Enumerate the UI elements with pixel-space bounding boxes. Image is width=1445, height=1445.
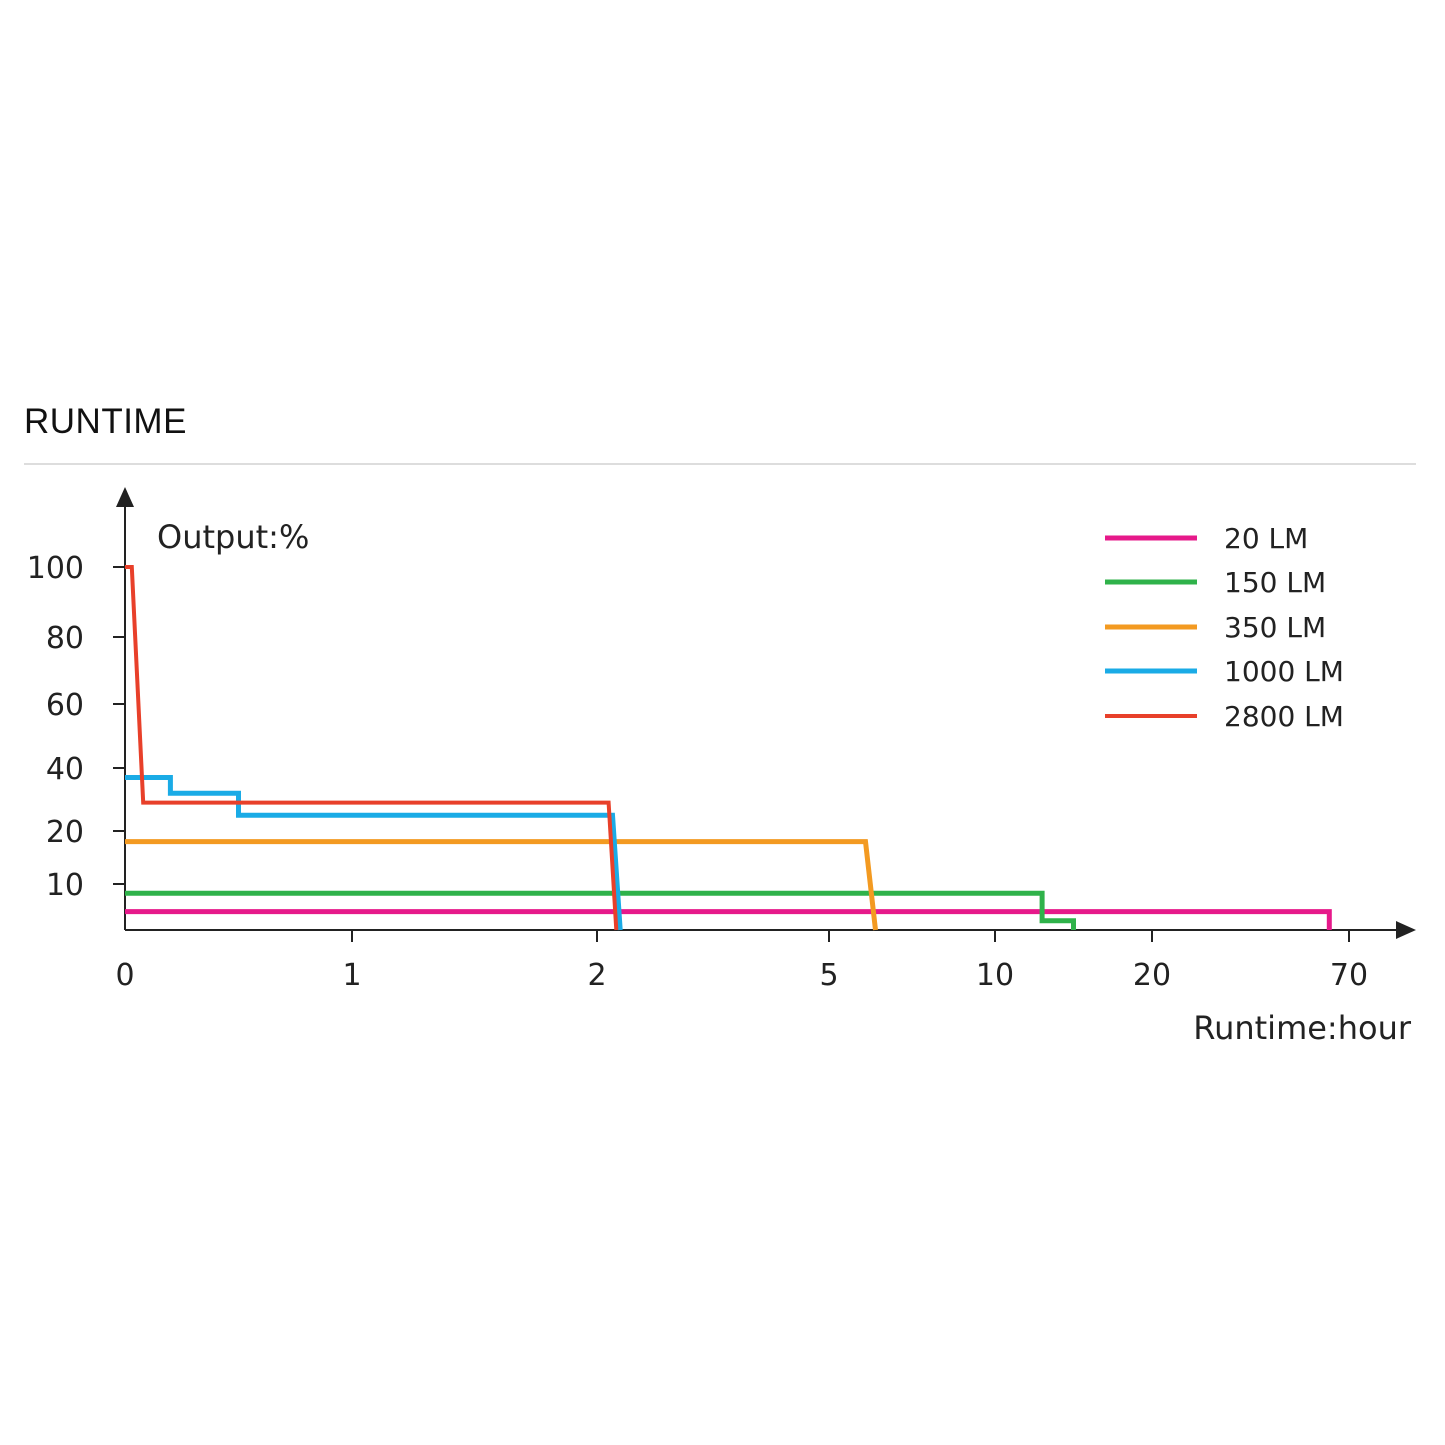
x-tick-label: 2 (587, 958, 606, 993)
x-tick-label: 0 (115, 958, 134, 993)
series-line-150-lm (125, 890, 1076, 930)
legend-label: 20 LM (1224, 522, 1308, 555)
legend: 20 LM 150 LM 350 LM 1000 LM 2800 LM (1105, 522, 1344, 733)
series-lines (125, 565, 1332, 931)
series-line-20-lm (125, 909, 1332, 930)
series-line-1000-lm (125, 775, 623, 931)
y-tick-label: 60 (46, 688, 84, 723)
x-tick-label: 10 (976, 958, 1014, 993)
section-divider (24, 463, 1416, 465)
x-axis-arrow-icon (1396, 921, 1416, 939)
y-tick-label: 10 (46, 868, 84, 903)
x-tick-label: 20 (1133, 958, 1171, 993)
legend-label: 350 LM (1224, 611, 1326, 644)
legend-label: 150 LM (1224, 566, 1326, 599)
y-axis-arrow-icon (116, 487, 134, 507)
legend-label: 2800 LM (1224, 700, 1344, 733)
x-tick-label: 5 (819, 958, 838, 993)
y-axis-title: Output:% (157, 518, 309, 556)
y-tick-label: 20 (46, 815, 84, 850)
section-title: RUNTIME (24, 402, 187, 441)
x-axis-title: Runtime:hour (1193, 1009, 1412, 1047)
series-line-350-lm (125, 839, 878, 931)
x-tick-label: 1 (342, 958, 361, 993)
y-tick-label: 80 (46, 621, 84, 656)
y-tick-label: 40 (46, 752, 84, 787)
series-line-2800-lm (125, 565, 619, 931)
y-tick-label: 100 (27, 551, 84, 586)
legend-label: 1000 LM (1224, 655, 1344, 688)
x-tick-label: 70 (1330, 958, 1368, 993)
axes: 10 20 40 60 80 100 0 1 2 5 10 20 70 (27, 487, 1416, 993)
